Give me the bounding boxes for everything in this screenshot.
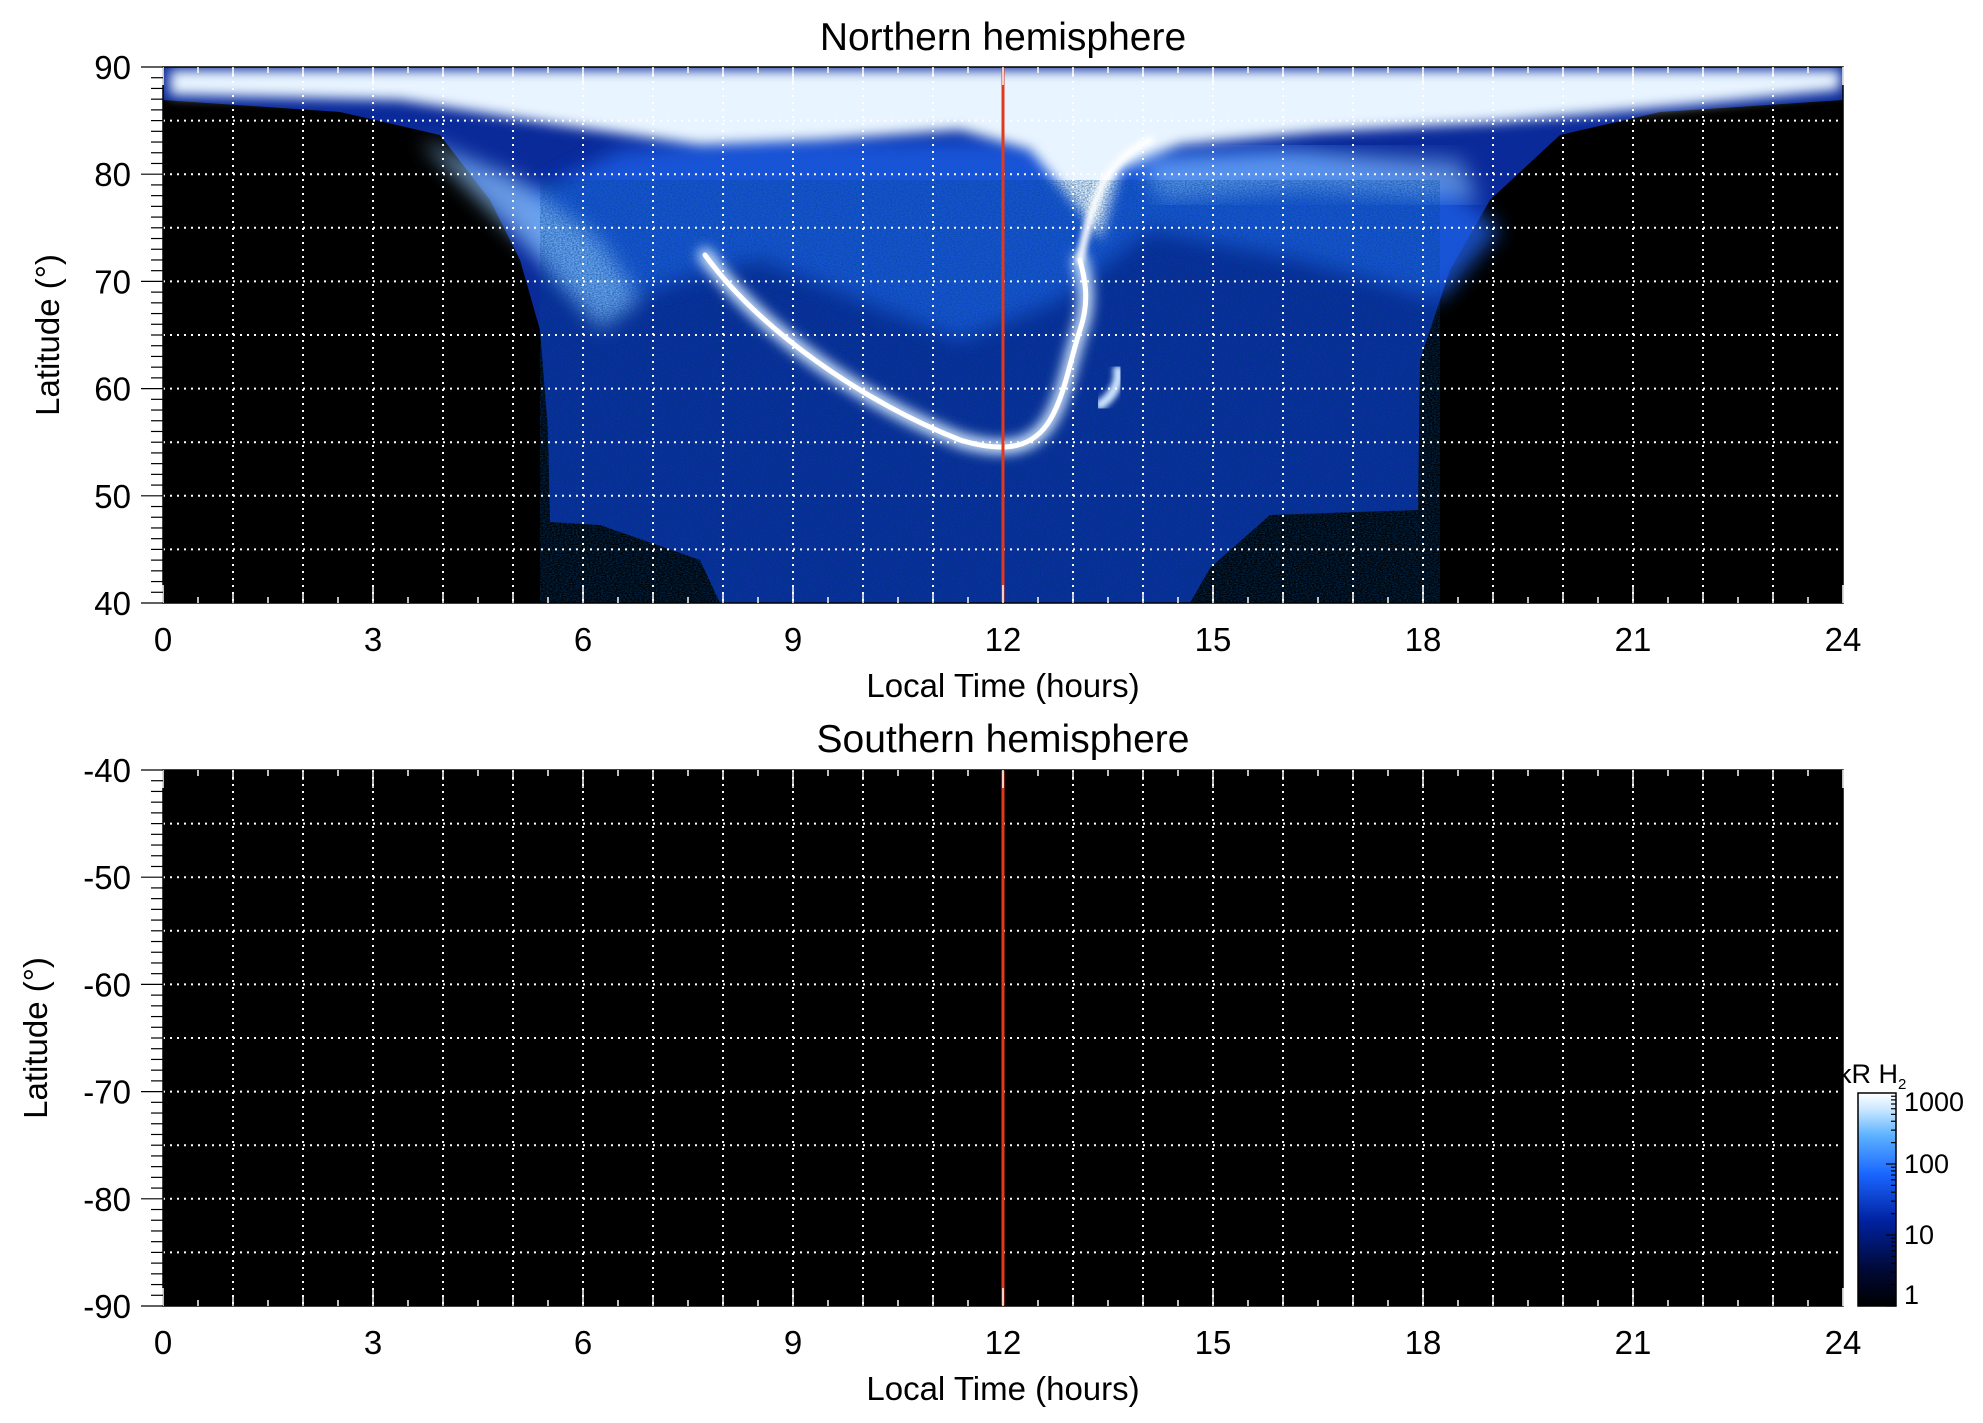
x-tick-label: 12 <box>985 621 1022 658</box>
y-tick-label: -90 <box>83 1288 131 1325</box>
colorbar-tick-label: 1000 <box>1904 1087 1964 1117</box>
northern-dawn-arc <box>1076 136 1154 264</box>
northern-main-oval-core <box>702 252 1089 450</box>
y-tick-label: -50 <box>83 859 131 896</box>
southern-x-axis-label: Local Time (hours) <box>866 1370 1139 1407</box>
southern-ticks: 0 3 6 9 12 15 18 21 24 -40 -50 -60 -70 -80 -90 <box>83 752 1861 1361</box>
x-tick-label: 12 <box>985 1324 1022 1361</box>
southern-y-axis-label: Latitude (°) <box>17 957 54 1119</box>
colorbar-tick-label: 100 <box>1904 1149 1949 1179</box>
colorbar-tick-label: 10 <box>1904 1220 1934 1250</box>
x-tick-label: 24 <box>1825 1324 1862 1361</box>
x-tick-label: 18 <box>1405 1324 1442 1361</box>
northern-x-axis-label: Local Time (hours) <box>866 667 1139 704</box>
x-tick-label: 6 <box>574 1324 592 1361</box>
x-tick-label: 0 <box>154 1324 172 1361</box>
y-tick-label: 50 <box>94 478 131 515</box>
x-tick-label: 3 <box>364 1324 382 1361</box>
x-tick-label: 21 <box>1615 621 1652 658</box>
colorbar-ticks: 1000 100 10 1 <box>1886 1087 1964 1310</box>
y-tick-label: -60 <box>83 966 131 1003</box>
northern-title: Northern hemisphere <box>820 16 1186 59</box>
y-tick-label: 90 <box>94 49 131 86</box>
x-tick-label: 18 <box>1405 621 1442 658</box>
y-tick-label: 40 <box>94 585 131 622</box>
colorbar-gradient <box>1857 1092 1897 1307</box>
y-tick-label: 60 <box>94 371 131 408</box>
y-tick-label: 80 <box>94 156 131 193</box>
x-tick-label: 15 <box>1195 1324 1232 1361</box>
x-tick-label: 15 <box>1195 621 1232 658</box>
x-tick-label: 9 <box>784 1324 802 1361</box>
y-tick-label: -40 <box>83 752 131 789</box>
northern-noon-spot <box>1095 365 1124 410</box>
southern-title: Southern hemisphere <box>817 718 1190 761</box>
northern-bright-cap <box>170 70 1840 240</box>
northern-y-axis-label: Latitude (°) <box>29 254 66 416</box>
y-tick-label: 70 <box>94 263 131 300</box>
northern-ticks: 0 3 6 9 12 15 18 21 24 40 50 60 70 80 90 <box>94 49 1861 658</box>
x-tick-label: 0 <box>154 621 172 658</box>
colorbar: kR H2 1000 100 10 1 <box>1838 1059 1964 1310</box>
colorbar-tick-label: 1 <box>1904 1280 1919 1310</box>
x-tick-label: 6 <box>574 621 592 658</box>
northern-panel: Northern hemisphere 0 3 6 9 12 15 18 21 24 40 50 60… <box>29 16 1861 704</box>
northern-texture <box>540 180 1440 603</box>
x-tick-label: 9 <box>784 621 802 658</box>
x-tick-label: 24 <box>1825 621 1862 658</box>
x-tick-label: 21 <box>1615 1324 1652 1361</box>
x-tick-label: 3 <box>364 621 382 658</box>
y-tick-label: -80 <box>83 1181 131 1218</box>
southern-panel: Southern hemisphere 0 3 6 9 12 15 18 21 24 -40 -50… <box>17 718 1861 1407</box>
y-tick-label: -70 <box>83 1074 131 1111</box>
colorbar-label: kR H2 <box>1838 1059 1906 1093</box>
